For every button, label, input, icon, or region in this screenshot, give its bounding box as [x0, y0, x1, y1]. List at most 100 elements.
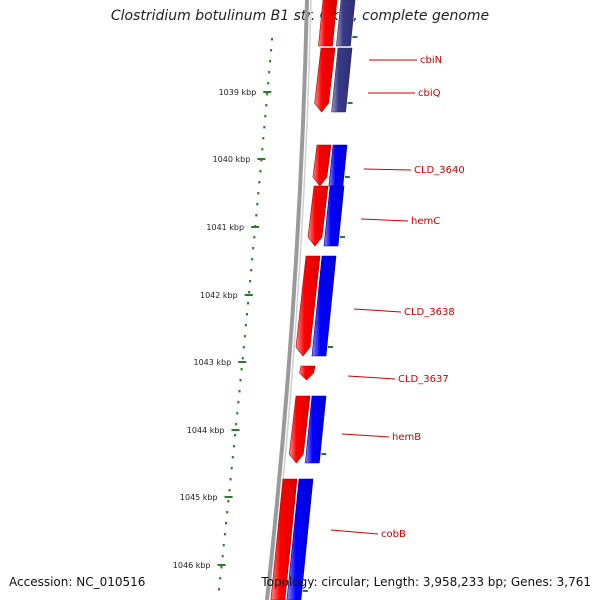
scale-dot — [241, 357, 244, 360]
gene-marker — [328, 346, 333, 348]
scale-dot — [249, 280, 252, 283]
scale-tick — [231, 429, 240, 431]
scale-dot — [264, 115, 267, 118]
gene-label-leader — [330, 529, 379, 535]
scale-dot — [225, 522, 227, 525]
gene-label-cbin: cbiN — [420, 55, 442, 66]
gene-bar — [304, 395, 327, 464]
scale-dot — [234, 434, 237, 437]
scale-dot — [236, 412, 239, 415]
cds-arrow — [288, 395, 311, 464]
gene-label-cobb: cobB — [381, 529, 406, 540]
gene-label-cld_3640: CLD_3640 — [414, 165, 465, 176]
scale-label: 1040 kbp — [213, 155, 251, 164]
scale-dot — [219, 577, 222, 580]
scale-label: 1039 kbp — [219, 88, 257, 97]
gene-bar — [323, 185, 345, 247]
gene-marker — [340, 236, 345, 238]
scale-dot — [253, 236, 256, 239]
gene-bar — [331, 47, 353, 113]
gene-label-leader — [360, 218, 409, 222]
scale-label: 1044 kbp — [187, 426, 225, 435]
scale-dot — [271, 38, 273, 41]
scale-dot — [226, 511, 229, 514]
accession-label: Accession: NC_010516 — [9, 575, 146, 589]
scale-dot — [223, 533, 226, 536]
gene-marker — [302, 590, 308, 592]
scale-tick — [257, 158, 266, 160]
cds-arrow — [295, 255, 321, 357]
scale-dot — [258, 181, 261, 184]
scale-dot — [251, 258, 254, 261]
scale-dot — [267, 82, 270, 85]
gene-bar — [328, 144, 348, 187]
gene-label-leader — [341, 433, 390, 438]
scale-dot — [242, 346, 245, 349]
gene-label-hemc: hemC — [411, 216, 440, 227]
gene-label-leader — [363, 168, 412, 171]
gene-bar — [286, 478, 314, 600]
backbone-arc — [265, 0, 309, 600]
scale-label: 1045 kbp — [180, 493, 218, 502]
gene-label-cld_3637: CLD_3637 — [398, 374, 449, 385]
scale-dot — [228, 489, 231, 492]
scale-dot — [259, 170, 262, 173]
scale-dot — [235, 423, 238, 426]
scale-tick — [217, 564, 226, 566]
scale-dot — [255, 214, 258, 217]
scale-dot — [250, 269, 253, 272]
cds-arrow — [270, 478, 298, 600]
gene-marker — [344, 176, 350, 178]
scale-dot — [269, 60, 272, 63]
cds-arrow — [318, 0, 338, 47]
scale-dot — [260, 159, 263, 162]
scale-label: 1043 kbp — [193, 358, 231, 367]
scale-dot — [218, 588, 221, 591]
scale-dot — [222, 544, 225, 547]
scale-dot — [270, 49, 273, 52]
scale-dot — [246, 313, 248, 316]
scale-dot — [239, 379, 242, 382]
scale-dot — [240, 368, 243, 371]
scale-dot — [230, 467, 233, 470]
topology-label: Topology: circular; Length: 3,958,233 bp… — [261, 575, 591, 589]
gene-bar — [311, 255, 337, 357]
scale-dot — [244, 324, 247, 327]
scale-tick — [263, 91, 272, 93]
gene-bar — [336, 0, 356, 47]
scale-dot — [257, 192, 260, 195]
scale-dot — [268, 71, 271, 74]
scale-dot — [252, 247, 255, 250]
scale-tick — [238, 361, 247, 363]
map-title: Clostridium botulinum B1 str. Okra, comp… — [110, 8, 490, 24]
scale-dot — [220, 566, 223, 569]
scale-dot — [262, 137, 265, 140]
scale-dot — [243, 335, 246, 338]
cds-arrow — [307, 185, 329, 247]
gene-label-cbiq: cbiQ — [418, 88, 441, 99]
scale-label: 1046 kbp — [173, 561, 211, 570]
gene-label-hemb: hemB — [392, 432, 421, 443]
scale-dot — [227, 500, 230, 503]
scale-dot — [256, 203, 259, 206]
scale-dot — [248, 291, 251, 294]
scale-label: 1042 kbp — [200, 291, 238, 300]
gene-marker — [347, 102, 353, 104]
gene-marker — [321, 453, 327, 455]
gene-label-cld_3638: CLD_3638 — [404, 307, 455, 318]
scale-dot — [232, 445, 235, 448]
scale-dot — [237, 401, 240, 404]
cds-arrow — [314, 47, 336, 113]
scale-label: 1041 kbp — [206, 223, 244, 232]
scale-tick — [224, 496, 233, 498]
gene-label-leader — [353, 308, 402, 313]
scale-dot — [229, 478, 232, 481]
scale-dot — [221, 555, 224, 558]
scale-dot — [265, 104, 268, 107]
cds-arrow — [312, 144, 332, 187]
scale-dot — [261, 148, 264, 151]
gene-marker — [352, 36, 358, 38]
cds-arrow — [299, 365, 316, 381]
